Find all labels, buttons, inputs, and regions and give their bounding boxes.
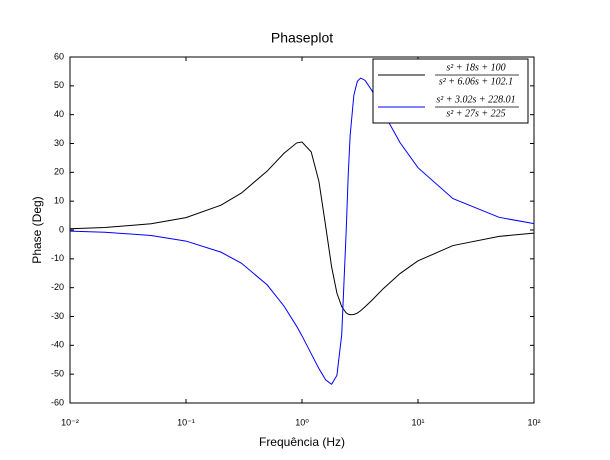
y-tick-label: -20 <box>51 282 64 292</box>
x-tick-label: 10⁰ <box>295 417 309 427</box>
y-tick-label: -60 <box>51 397 64 407</box>
x-axis-label: Frequência (Hz) <box>259 435 345 449</box>
x-tick-label: 10⁻¹ <box>177 417 195 427</box>
y-tick-label: 20 <box>54 167 64 177</box>
y-tick-label: 60 <box>54 51 64 61</box>
y-tick-label: 40 <box>54 109 64 119</box>
legend-numerator: s² + 18s + 100 <box>446 62 505 73</box>
chart-title: Phaseplot <box>271 30 333 46</box>
y-axis-label: Phase (Deg) <box>30 196 44 263</box>
x-tick-label: 10¹ <box>411 417 424 427</box>
y-tick-label: -50 <box>51 369 64 379</box>
y-tick-label: 30 <box>54 138 64 148</box>
legend-denominator: s² + 27s + 225 <box>446 108 505 119</box>
y-tick-label: -30 <box>51 311 64 321</box>
x-tick-label: 10² <box>527 417 540 427</box>
legend-numerator: s² + 3.02s + 228.01 <box>436 94 515 105</box>
x-tick-label: 10⁻² <box>61 417 79 427</box>
y-tick-label: 10 <box>54 196 64 206</box>
y-tick-label: 0 <box>59 224 64 234</box>
legend-box <box>372 58 529 124</box>
series-line <box>69 141 535 316</box>
y-tick-label: -40 <box>51 340 64 350</box>
y-tick-label: 50 <box>54 80 64 90</box>
y-tick-label: -10 <box>51 253 64 263</box>
legend-denominator: s² + 6.06s + 102.1 <box>439 76 513 87</box>
